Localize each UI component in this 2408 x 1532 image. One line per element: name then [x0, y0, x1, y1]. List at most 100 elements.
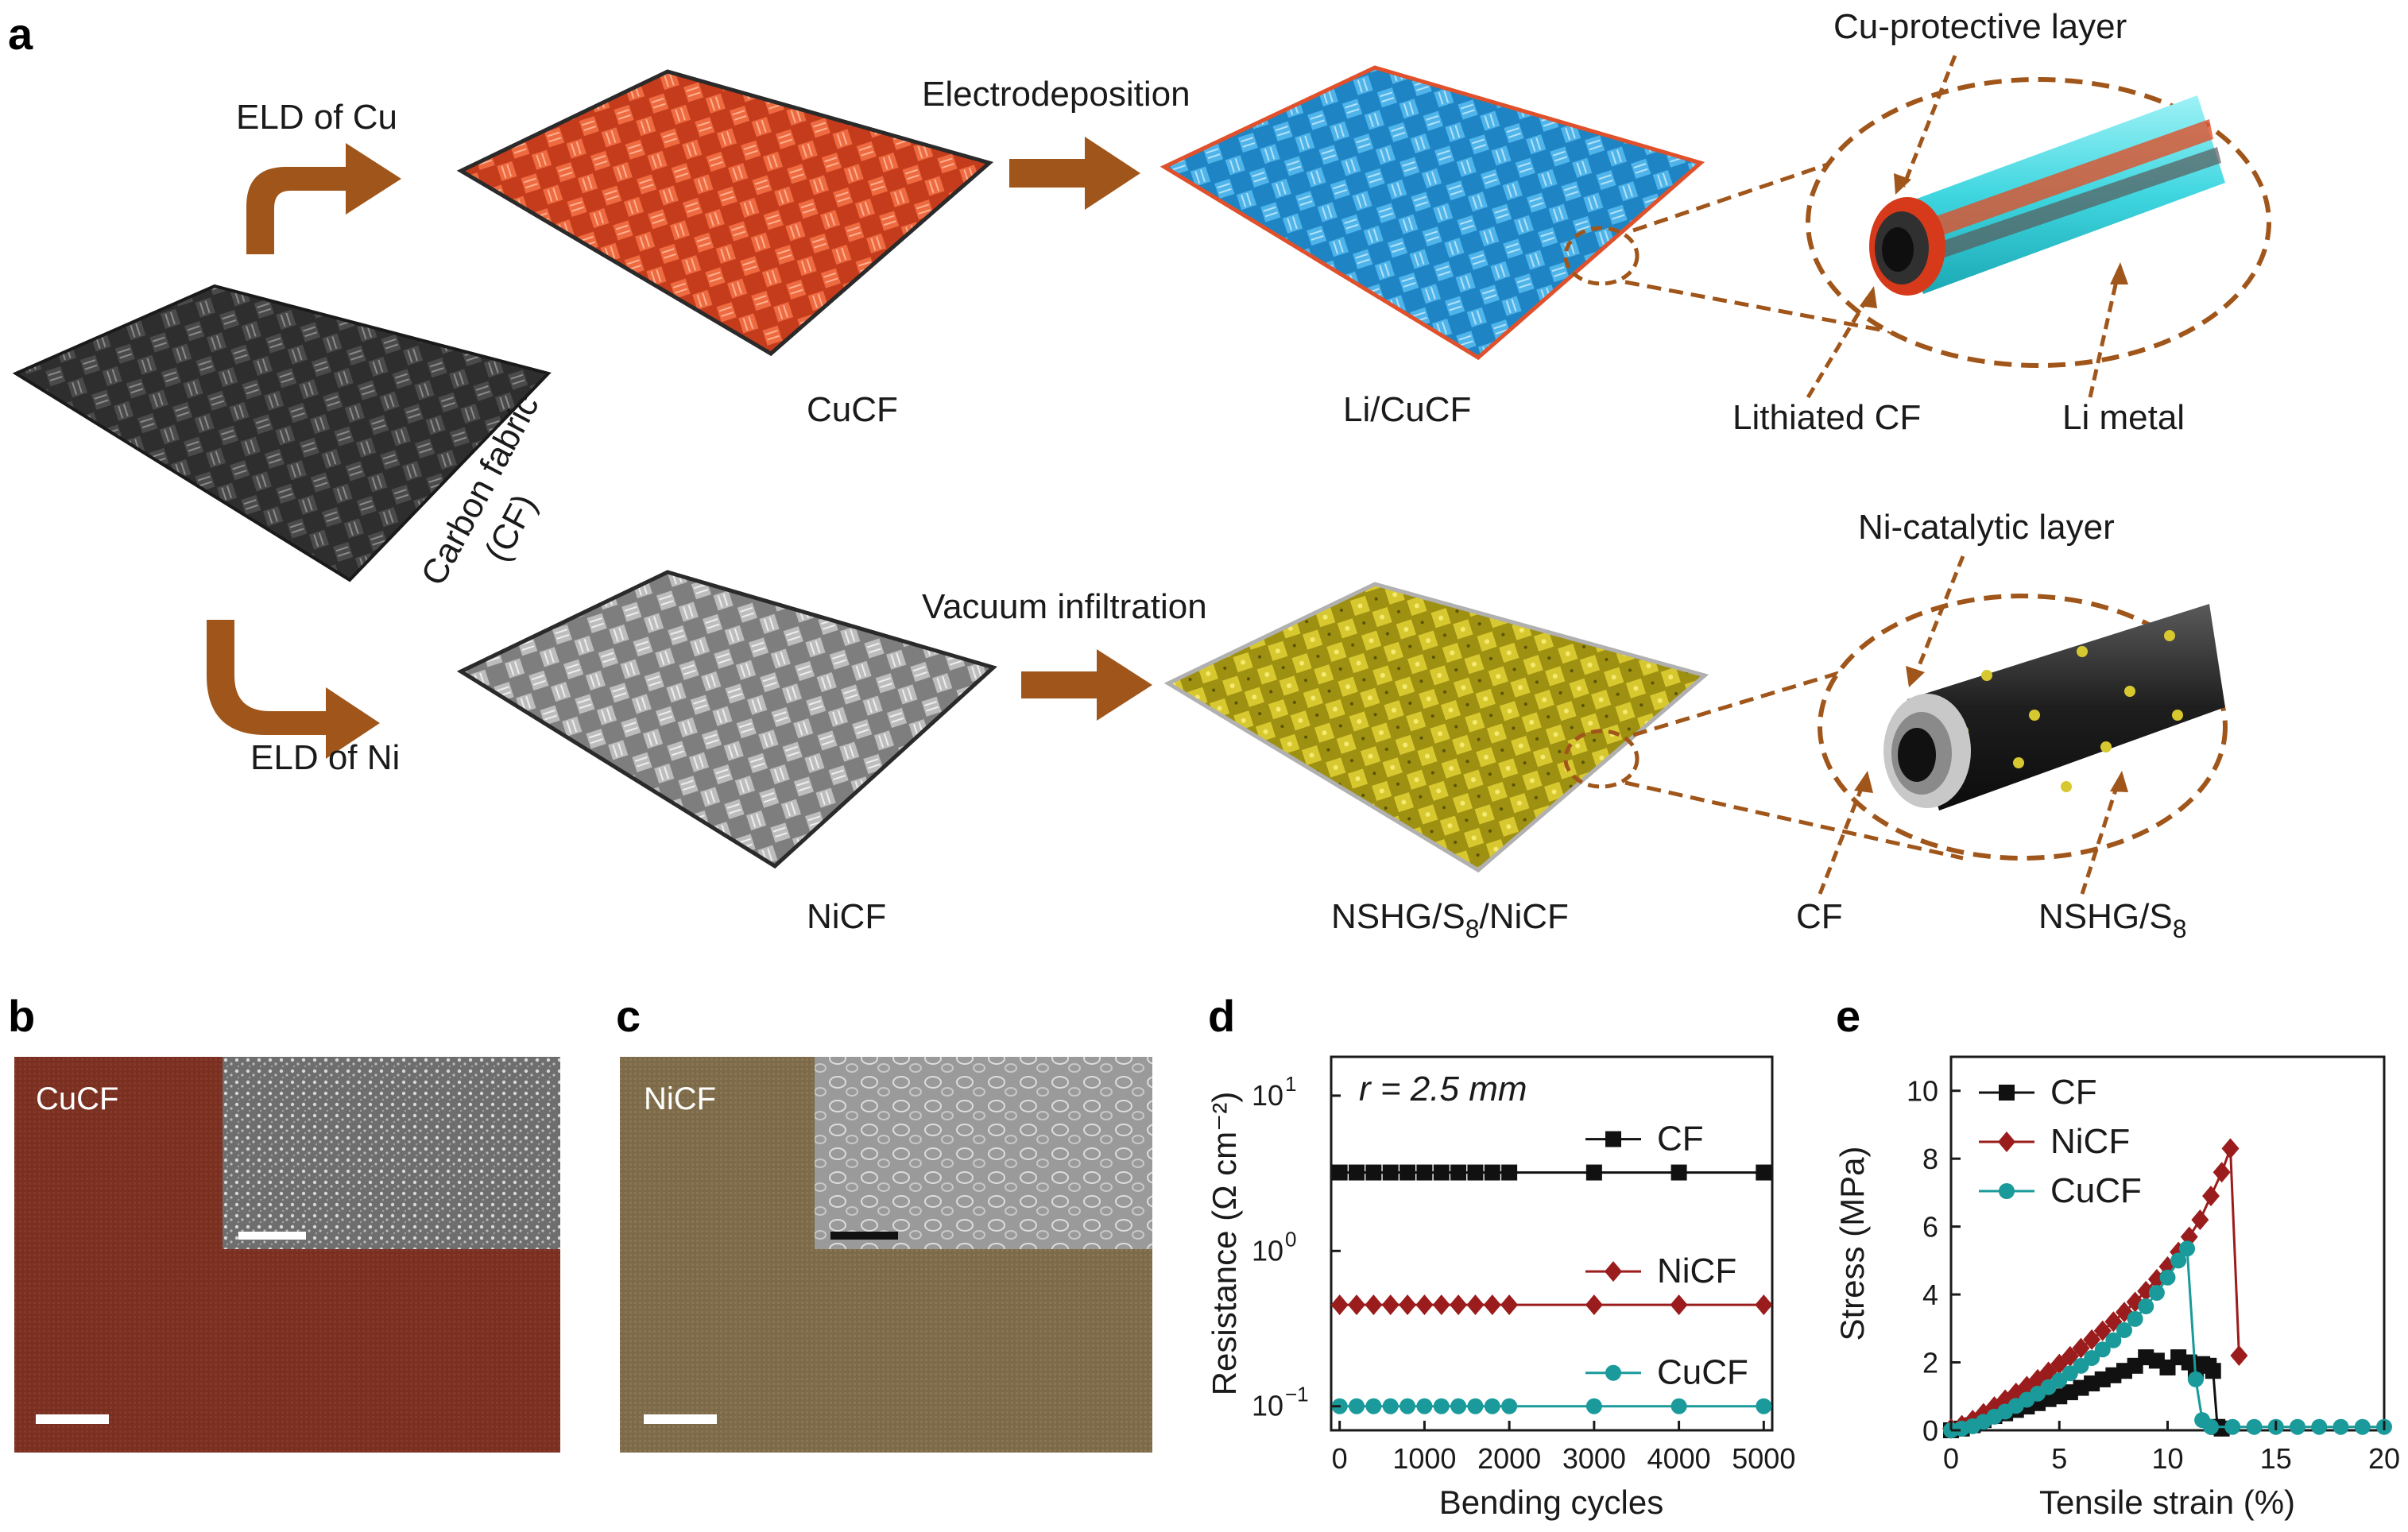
data-point-NiCF [1500, 1294, 1519, 1316]
arrow-electrodeposition [1009, 137, 1140, 210]
chart-e-x-axis-label: Tensile strain (%) [2039, 1484, 2295, 1521]
legend-label-CF: CF [1657, 1120, 1704, 1159]
y-tick-label: 10 [1252, 1234, 1283, 1267]
li-metal-pointer [2088, 273, 2120, 398]
legend-marker-CF [1605, 1131, 1621, 1147]
lithiated-cf-arrowhead [1860, 286, 1877, 308]
y-tick-exponent: 0 [1285, 1227, 1296, 1251]
ni-catalytic-arrowhead [1906, 666, 1925, 687]
panel-c: c NiCF [616, 991, 1152, 1453]
panel-d-letter: d [1208, 991, 1235, 1041]
panel-c-letter: c [616, 991, 641, 1041]
legend-label-CF: CF [2050, 1073, 2097, 1112]
data-point-CuCF [1467, 1398, 1484, 1414]
nicf-photo-scale-bar [644, 1414, 717, 1424]
data-point-CF [1501, 1164, 1518, 1181]
data-point-NiCF [2230, 1345, 2248, 1366]
zoom-connector-bottom-2 [1624, 780, 1964, 861]
data-point-CuCF [1365, 1398, 1382, 1414]
y-tick-label: 10 [1252, 1390, 1283, 1422]
chart-d-x-axis-label: Bending cycles [1439, 1484, 1664, 1521]
data-point-NiCF [1415, 1294, 1434, 1316]
carbon-fabric-illustration [12, 284, 552, 582]
x-tick-label: 5 [2051, 1442, 2067, 1475]
nicf-sem-inset [815, 1057, 1152, 1249]
data-point-CuCF [1400, 1398, 1416, 1414]
chart-d-plot-frame [1330, 1055, 1774, 1432]
data-point-CuCF [2333, 1418, 2349, 1435]
vacuum-infiltration-label: Vacuum infiltration [922, 587, 1207, 626]
data-point-CuCF [2094, 1341, 2111, 1358]
arrow-eld-ni [207, 620, 380, 759]
legend-marker-NiCF [1605, 1261, 1622, 1282]
x-tick-label: 5000 [1732, 1442, 1795, 1475]
data-point-CuCF [1484, 1398, 1500, 1414]
nicf-label: NiCF [807, 897, 886, 936]
data-point-NiCF [1348, 1294, 1366, 1316]
data-point-CuCF [2246, 1418, 2263, 1435]
li-metal-label: Li metal [2062, 398, 2185, 437]
data-point-NiCF [1466, 1294, 1485, 1316]
data-point-NiCF [1399, 1294, 1417, 1316]
legend-label-NiCF: NiCF [2050, 1122, 2130, 1161]
y-tick-label: 6 [1922, 1211, 1938, 1244]
cf-core-pointer [1818, 782, 1866, 895]
data-point-NiCF [1670, 1294, 1688, 1316]
li-metal-arrowhead [2110, 262, 2128, 284]
data-point-CuCF [1349, 1398, 1365, 1414]
data-point-CuCF [1585, 1398, 1602, 1414]
data-point-CF [1467, 1164, 1484, 1181]
data-point-CuCF [2138, 1298, 2154, 1315]
zoom-connector-bottom [1624, 280, 1988, 352]
data-point-CF [1416, 1164, 1433, 1181]
data-point-CuCF [2127, 1310, 2143, 1327]
data-point-CF [1433, 1164, 1450, 1181]
cucf-photo-label: CuCF [36, 1081, 118, 1116]
data-point-CF [1756, 1164, 1772, 1181]
data-point-CuCF [1671, 1398, 1687, 1414]
lithiated-cf-label: Lithiated CF [1732, 398, 1921, 437]
panel-b-letter: b [8, 991, 35, 1041]
y-tick-label: 2 [1922, 1347, 1938, 1379]
y-tick-label: 4 [1922, 1279, 1938, 1311]
lithiated-cf-pointer [1806, 296, 1870, 399]
nicf-photo [620, 1057, 1152, 1453]
electrodeposition-label: Electrodeposition [922, 75, 1190, 114]
cucf-photo [14, 1057, 560, 1453]
nshg-s8-nicf-illustration [1163, 582, 1709, 873]
nicf-photo-label: NiCF [644, 1081, 716, 1116]
data-point-CuCF [2105, 1332, 2122, 1348]
data-point-CuCF [2290, 1418, 2305, 1435]
data-point-NiCF [2221, 1138, 2240, 1159]
data-point-CF [1484, 1164, 1500, 1181]
data-point-CuCF [1382, 1398, 1399, 1414]
data-point-NiCF [2212, 1162, 2231, 1183]
cucf-sem-inset [223, 1057, 560, 1249]
data-point-NiCF [1432, 1294, 1450, 1316]
x-tick-label: 20 [2368, 1442, 2400, 1475]
data-point-CuCF [2159, 1269, 2176, 1286]
cucf-label: CuCF [807, 390, 898, 429]
y-tick-label: 0 [1922, 1414, 1938, 1447]
ni-catalytic-pointer [1913, 555, 1965, 676]
data-point-CuCF [2224, 1418, 2241, 1435]
cu-protective-layer-label: Cu-protective layer [1833, 7, 2127, 46]
cucf-photo-scale-bar [36, 1414, 109, 1424]
chart-e-legend: CF NiCF CuCF [1979, 1073, 2142, 1210]
data-point-NiCF [2083, 1329, 2101, 1350]
zoom-connector-top [1632, 157, 1845, 233]
cu-protective-arrowhead [1894, 173, 1911, 195]
data-point-CuCF [1433, 1398, 1450, 1414]
licucf-zoom-ellipse [1806, 77, 2271, 368]
x-tick-label: 2000 [1477, 1442, 1541, 1475]
panel-e: e 0 5 10 15 20 0 2 4 6 8 10 CF NiCF CuCF Tensile st… [1833, 991, 2400, 1521]
nshg-s8-label: NSHG/S8 [2038, 897, 2187, 943]
data-point-NiCF [2191, 1209, 2209, 1231]
nshg-s8-pointer [2080, 782, 2120, 895]
nicf-sem-scale-bar [830, 1232, 898, 1240]
data-point-CF [1382, 1164, 1399, 1181]
cu-protective-pointer [1901, 55, 1957, 188]
x-tick-label: 0 [1943, 1442, 1959, 1475]
